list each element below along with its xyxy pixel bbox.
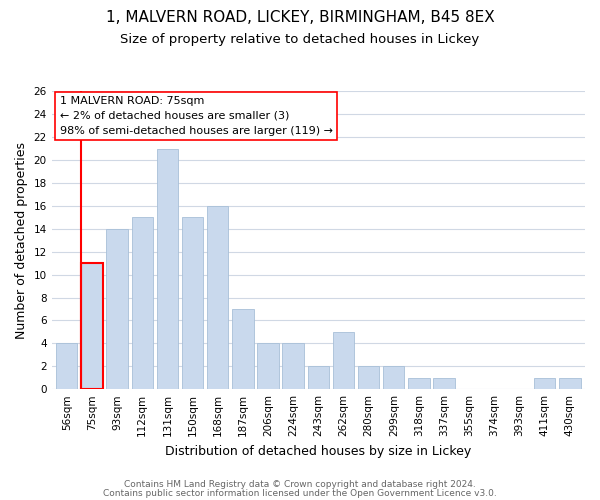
Bar — [333, 332, 354, 389]
Text: Contains HM Land Registry data © Crown copyright and database right 2024.: Contains HM Land Registry data © Crown c… — [124, 480, 476, 489]
Bar — [232, 309, 254, 389]
Text: 1, MALVERN ROAD, LICKEY, BIRMINGHAM, B45 8EX: 1, MALVERN ROAD, LICKEY, BIRMINGHAM, B45… — [106, 10, 494, 25]
Bar — [157, 148, 178, 389]
Bar — [383, 366, 404, 389]
Bar — [81, 263, 103, 389]
Bar — [358, 366, 379, 389]
X-axis label: Distribution of detached houses by size in Lickey: Distribution of detached houses by size … — [165, 444, 472, 458]
Bar — [559, 378, 581, 389]
Text: Size of property relative to detached houses in Lickey: Size of property relative to detached ho… — [121, 32, 479, 46]
Bar — [106, 229, 128, 389]
Text: Contains public sector information licensed under the Open Government Licence v3: Contains public sector information licen… — [103, 488, 497, 498]
Bar — [283, 344, 304, 389]
Bar — [408, 378, 430, 389]
Bar — [131, 218, 153, 389]
Bar — [433, 378, 455, 389]
Text: 1 MALVERN ROAD: 75sqm
← 2% of detached houses are smaller (3)
98% of semi-detach: 1 MALVERN ROAD: 75sqm ← 2% of detached h… — [59, 96, 332, 136]
Bar — [207, 206, 229, 389]
Bar — [81, 263, 103, 389]
Bar — [257, 344, 279, 389]
Bar — [182, 218, 203, 389]
Bar — [308, 366, 329, 389]
Bar — [534, 378, 556, 389]
Y-axis label: Number of detached properties: Number of detached properties — [15, 142, 28, 339]
Bar — [56, 344, 77, 389]
